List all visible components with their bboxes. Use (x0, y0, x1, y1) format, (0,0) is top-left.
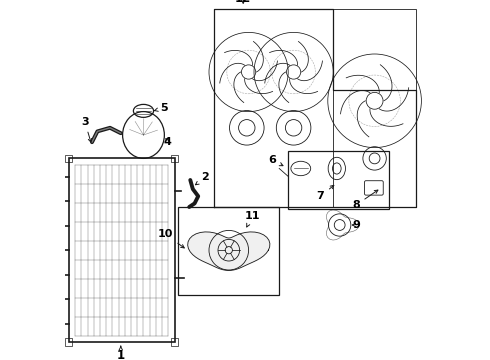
Bar (288, 151, 389, 209)
Bar (69, 158, 175, 342)
Text: 8: 8 (352, 190, 378, 210)
Text: 12: 12 (235, 0, 251, 5)
Text: 2: 2 (196, 172, 209, 185)
Bar (65, 155, 72, 162)
Text: 4: 4 (164, 137, 171, 147)
Text: 7: 7 (317, 185, 334, 201)
Text: 5: 5 (154, 103, 168, 113)
Text: 3: 3 (81, 117, 92, 142)
Polygon shape (188, 232, 270, 270)
Text: 6: 6 (268, 155, 283, 166)
Bar (171, 338, 178, 346)
Bar (65, 338, 72, 346)
Text: 10: 10 (157, 229, 184, 248)
Bar (171, 155, 178, 162)
Text: 9: 9 (352, 220, 361, 230)
Text: 1: 1 (117, 346, 125, 360)
Bar (178, 207, 279, 295)
Bar (333, 9, 416, 207)
Text: 11: 11 (245, 211, 260, 227)
